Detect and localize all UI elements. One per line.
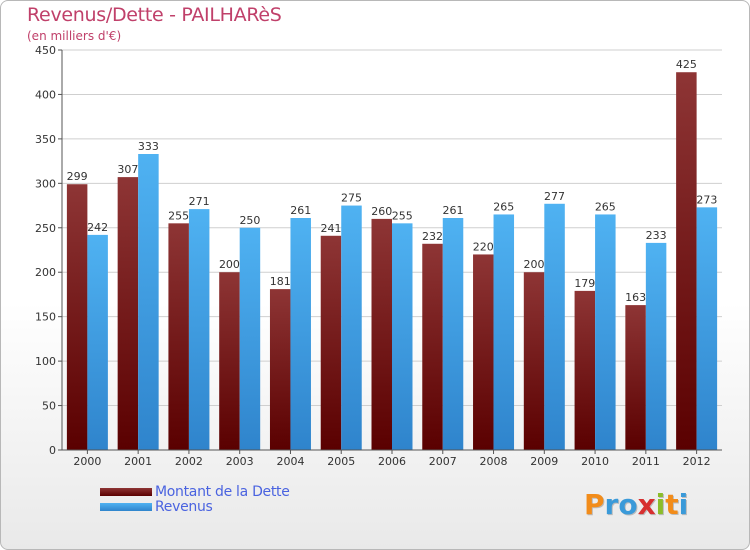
logo-letter: t — [665, 488, 679, 521]
y-tick-label: 50 — [42, 400, 56, 413]
bar-revenue — [544, 203, 565, 450]
bar-revenue — [87, 234, 108, 450]
x-tick-label: 2005 — [327, 455, 355, 468]
bar-debt — [320, 235, 342, 450]
bar-debt — [371, 218, 392, 450]
x-tick-label: 2007 — [429, 455, 457, 468]
bar-debt — [574, 290, 596, 450]
bar-debt — [168, 223, 189, 450]
y-tick-label: 300 — [35, 177, 56, 190]
data-label-debt: 299 — [67, 170, 88, 183]
chart-title: Revenus/Dette - PAILHARèS — [27, 4, 282, 26]
data-label-revenue: 277 — [544, 190, 565, 203]
data-label-debt: 200 — [219, 258, 240, 271]
legend-swatch-revenue — [100, 503, 152, 511]
bar-debt — [422, 243, 443, 450]
x-tick-label: 2001 — [124, 455, 152, 468]
bar-revenue — [442, 218, 464, 450]
data-label-debt: 232 — [422, 230, 443, 243]
data-label-revenue: 271 — [189, 195, 210, 208]
bar-revenue — [188, 209, 210, 450]
logo-letter: P — [584, 488, 605, 521]
x-tick-label: 2006 — [378, 455, 406, 468]
bar-debt — [269, 289, 291, 450]
x-tick-label: 2012 — [683, 455, 711, 468]
bar-revenue — [493, 214, 515, 450]
y-tick-label: 150 — [35, 311, 56, 324]
data-label-debt: 163 — [625, 291, 646, 304]
data-label-debt: 425 — [676, 58, 697, 71]
bar-revenue — [392, 223, 413, 450]
data-label-debt: 307 — [117, 163, 138, 176]
data-label-debt: 260 — [371, 205, 392, 218]
x-tick-label: 2000 — [73, 455, 101, 468]
logo-letter: x — [637, 488, 656, 521]
data-label-revenue: 265 — [493, 200, 514, 213]
y-tick-label: 250 — [35, 222, 56, 235]
data-label-revenue: 333 — [138, 140, 159, 153]
data-label-debt: 181 — [270, 275, 291, 288]
x-tick-label: 2004 — [276, 455, 304, 468]
x-tick-label: 2009 — [530, 455, 558, 468]
bar-revenue — [696, 207, 718, 450]
bar-revenue — [595, 214, 616, 450]
bar-debt — [66, 184, 88, 450]
bar-debt — [219, 272, 240, 450]
y-tick-label: 400 — [35, 88, 56, 101]
bar-revenue — [645, 242, 667, 450]
proxiti-logo: Proxiti — [584, 488, 688, 521]
data-label-revenue: 261 — [290, 204, 311, 217]
data-label-revenue: 242 — [87, 221, 108, 234]
data-label-revenue: 250 — [239, 214, 260, 227]
logo-letter: i — [678, 488, 689, 521]
data-label-debt: 200 — [524, 258, 545, 271]
data-label-revenue: 233 — [646, 229, 667, 242]
data-label-debt: 220 — [473, 240, 494, 253]
data-label-debt: 179 — [574, 277, 595, 290]
bar-revenue — [239, 227, 261, 450]
y-tick-label: 200 — [35, 266, 56, 279]
logo-letter: i — [655, 488, 666, 521]
bar-debt — [117, 177, 139, 450]
logo-letter: r — [604, 488, 619, 521]
data-label-revenue: 273 — [696, 193, 717, 206]
bar-revenue — [341, 205, 362, 450]
logo-letter: o — [618, 488, 638, 521]
data-label-debt: 255 — [168, 209, 189, 222]
data-label-revenue: 275 — [341, 192, 362, 205]
legend-label-debt: Montant de la Dette — [155, 484, 290, 500]
x-tick-label: 2008 — [480, 455, 508, 468]
data-label-debt: 241 — [320, 222, 341, 235]
y-tick-label: 350 — [35, 133, 56, 146]
bar-debt — [676, 72, 697, 450]
legend-label-revenue: Revenus — [155, 499, 213, 515]
data-label-revenue: 255 — [392, 209, 413, 222]
bar-debt — [625, 305, 646, 450]
x-tick-label: 2011 — [632, 455, 660, 468]
data-label-revenue: 265 — [595, 200, 616, 213]
legend-swatch-debt — [100, 488, 152, 496]
y-tick-label: 0 — [49, 444, 56, 457]
bar-revenue — [138, 154, 159, 450]
y-tick-label: 100 — [35, 355, 56, 368]
bar-debt — [523, 272, 545, 450]
y-tick-label: 450 — [35, 44, 56, 57]
chart-subtitle: (en milliers d'€) — [27, 29, 122, 43]
bar-debt — [473, 254, 494, 450]
x-tick-label: 2002 — [175, 455, 203, 468]
x-tick-label: 2003 — [226, 455, 254, 468]
bar-revenue — [290, 218, 311, 450]
x-tick-label: 2010 — [581, 455, 609, 468]
data-label-revenue: 261 — [443, 204, 464, 217]
